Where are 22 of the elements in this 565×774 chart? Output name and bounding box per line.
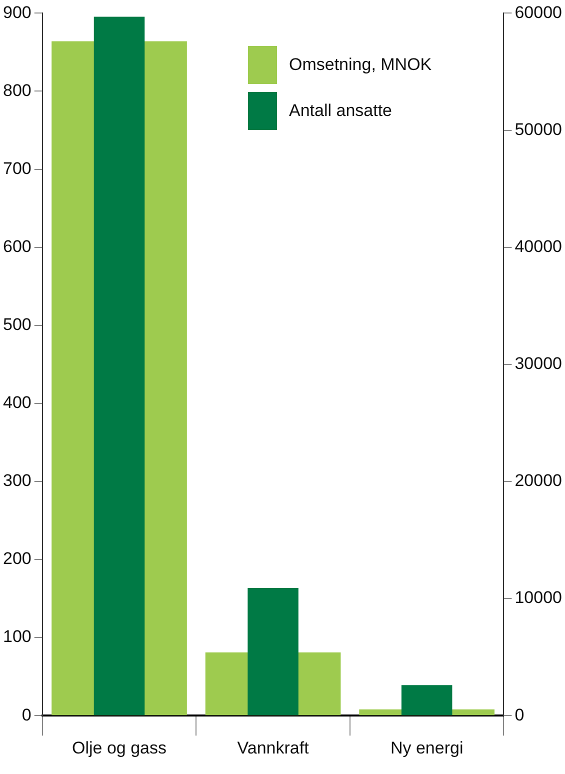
x-tick-label: Olje og gass [72,738,167,758]
y-tick-label: 600 [2,237,32,256]
legend-label: Omsetning, MNOK [289,55,432,75]
y-tick-label: 700 [2,158,32,178]
y-tick-label: 800 [2,80,32,100]
x-tick-label: Ny energi [390,738,464,758]
y2-tick-label: 0 [514,705,524,724]
y-tick-label: 500 [2,315,32,334]
y2-tick-label: 30000 [514,354,562,374]
y2-tick-label: 10000 [514,588,562,608]
y2-tick-label: 40000 [514,237,562,256]
y2-tick-label: 20000 [514,471,562,490]
y2-tick-label: 60000 [514,2,562,22]
y-tick-label: 300 [2,471,32,490]
y2-tick-label: 50000 [514,120,562,139]
y-tick-label: 900 [2,2,32,22]
legend-label: Antall ansatte [289,101,392,121]
y-tick-label: 400 [2,393,32,412]
y-tick-label: 200 [2,549,32,568]
x-tick-label: Vannkraft [237,738,310,758]
y-tick-label: 100 [2,627,32,646]
y-tick-label: 0 [22,705,32,724]
